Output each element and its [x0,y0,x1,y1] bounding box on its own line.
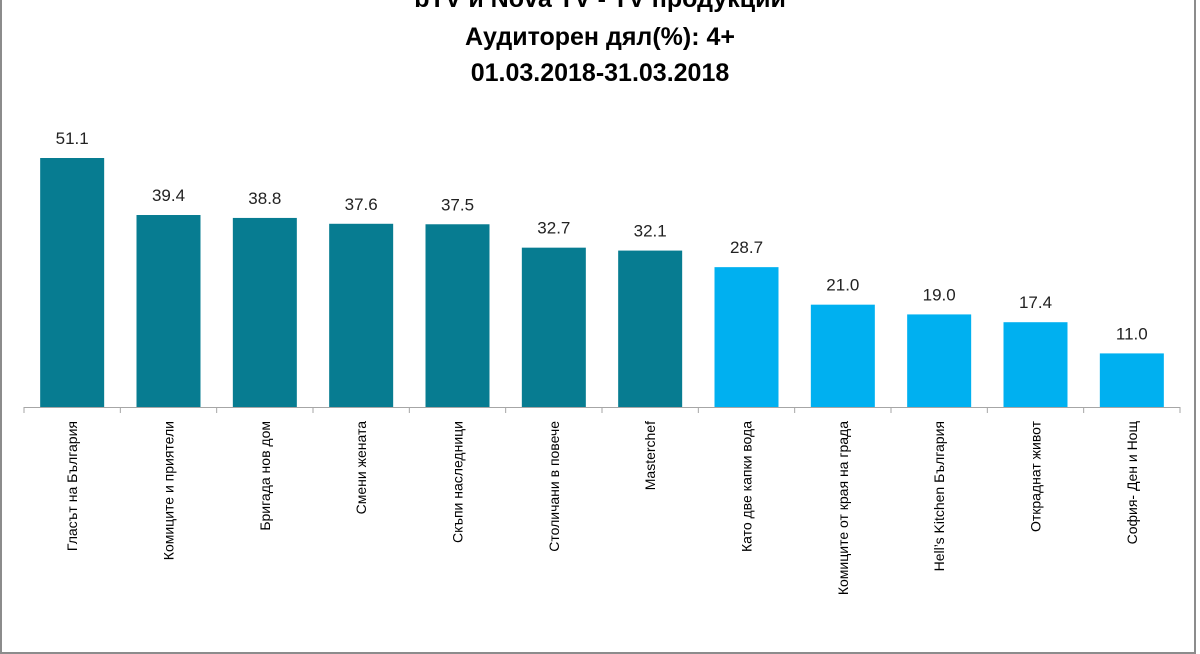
bar-value-label: 17.4 [1019,293,1052,312]
bar-value-label: 11.0 [1116,324,1148,343]
category-label: Комиците от края на града [835,421,851,595]
bar [425,224,490,407]
bar-value-label: 39.4 [152,186,185,205]
category-label: Комиците и приятели [161,421,177,560]
bar-value-label: 19.0 [923,285,956,304]
chart-title-line-2: Аудиторен дял(%): 4+ [465,23,735,51]
category-labels-group: Гласът на България Комиците и приятели Бри… [64,420,1140,595]
bar [136,215,201,407]
bar-value-label: 51.1 [56,129,89,148]
bar-value-label: 28.7 [730,238,763,257]
bar [1003,322,1068,407]
bar [810,304,875,407]
category-label: Откраднат живот [1028,420,1044,532]
category-label: Скъпи наследници [450,421,466,543]
bar-value-label: 38.8 [248,189,281,208]
bar-value-label: 37.5 [441,195,474,214]
value-labels-group: 51.1 39.4 38.8 37.6 37.5 32.7 32.1 28.7 21.0 19.0… [56,129,1148,343]
bar-value-label: 21.0 [826,276,859,295]
category-label: Hell’s Kitchen България [931,421,947,571]
bar-value-label: 32.7 [537,219,570,238]
category-label: Смени жената [353,421,369,515]
chart-title-line-3: 01.03.2018-31.03.2018 [470,59,730,87]
category-label: Бригада нов дом [257,421,273,531]
bar [618,250,683,407]
category-label: Като две капки вода [739,421,755,552]
category-label: Столичани в повече [546,421,562,552]
bar [714,267,779,407]
bar [907,314,972,407]
category-label: Masterchef [642,421,658,490]
bar-chart: 51.1 39.4 38.8 37.6 37.5 32.7 32.1 28.7 21.0 19.0… [23,129,1181,595]
bar-value-label: 37.6 [345,195,378,214]
bar [40,158,105,407]
chart-title-line-1: bTV и Nova TV - TV продукции [0,0,1200,14]
bar [521,247,586,407]
category-label: София- Ден и Нощ [1124,421,1140,545]
category-label: Гласът на България [64,421,80,551]
bars-group [23,158,1181,413]
bar-value-label: 32.1 [634,222,667,241]
bar [1099,353,1164,407]
bar [232,217,297,407]
bar [329,223,394,407]
